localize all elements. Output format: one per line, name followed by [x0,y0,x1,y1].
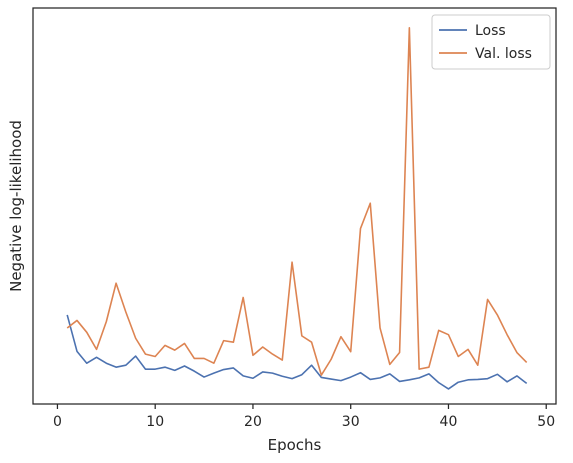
plot-area [33,8,556,404]
x-axis: 0 10 20 30 40 50 [53,404,555,430]
x-tick-label-1: 10 [146,414,164,430]
x-tick-label-4: 40 [440,414,458,430]
legend-items: Loss Val. loss [439,23,532,62]
series-line-val-loss [66,26,528,376]
x-tick-label-0: 0 [53,414,62,430]
x-axis-label: Epochs [268,436,322,454]
x-tick-label-2: 20 [244,414,262,430]
legend: Loss Val. loss [431,14,551,70]
x-tick-label-5: 50 [537,414,555,430]
y-axis-label: Negative log-likelihood [7,120,25,292]
legend-label-1: Val. loss [475,46,532,62]
series-line-loss [66,314,528,390]
x-tick-label-3: 30 [342,414,360,430]
legend-box [431,14,551,70]
series-layer [66,26,528,390]
legend-label-0: Loss [475,23,506,39]
plot-frame [32,7,557,405]
